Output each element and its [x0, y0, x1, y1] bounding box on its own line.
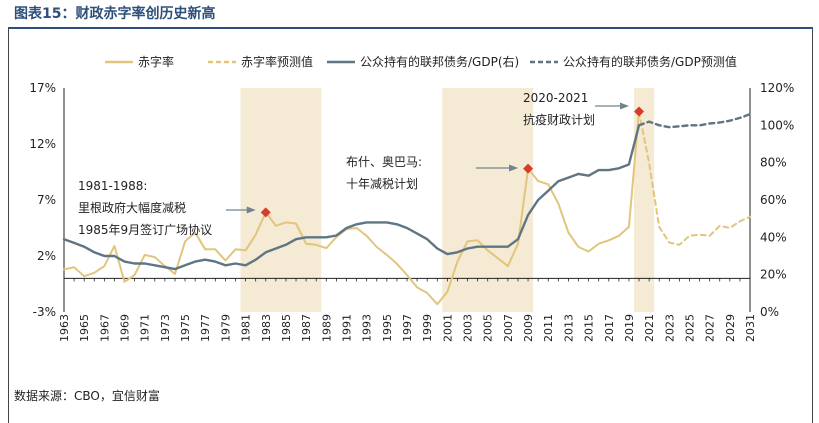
x-tick-label: 2001	[441, 314, 454, 342]
right-tick-label: 20%	[760, 268, 787, 282]
annotations: 1981-1988: 里根政府大幅度减税 1985年9月签订广场协议 布什、奥巴马: 十…	[78, 91, 630, 237]
annotation-bush-line: 十年减税计划	[346, 177, 418, 191]
legend-label-3: 公众持有的联邦债务/GDP预测值	[563, 54, 737, 69]
highlight-marker	[634, 106, 645, 117]
series-line-2	[62, 124, 641, 271]
x-tick-label: 2015	[583, 314, 596, 342]
x-tick-label: 1999	[421, 314, 434, 342]
legend-label-1: 赤字率预测值	[241, 54, 313, 69]
x-tick-label: 2005	[482, 314, 495, 342]
series-line-1	[638, 110, 751, 246]
x-tick-label: 1969	[119, 314, 132, 342]
right-tick-label: 80%	[760, 156, 787, 170]
x-tick-label: 2011	[542, 314, 555, 342]
x-tick-label: 2019	[623, 314, 636, 342]
annotation-bush-line: 布什、奥巴马:	[346, 155, 422, 169]
x-tick-label: 1989	[320, 314, 333, 342]
left-tick-label: 12%	[29, 137, 56, 151]
annotation-covid-line: 2020-2021	[523, 91, 588, 105]
series-line-3	[637, 112, 752, 129]
arrow-head	[620, 102, 630, 110]
annotation-reagan-line: 1981-1988:	[78, 179, 147, 193]
right-tick-label: 100%	[760, 118, 794, 132]
shaded-period-0	[240, 88, 322, 312]
legend: 赤字率 赤字率预测值 公众持有的联邦债务/GDP(右) 公众持有的联邦债务/GDP预测…	[105, 54, 737, 69]
x-tick-label: 1995	[381, 314, 394, 342]
axes: -3% 2% 7% 12% 17% 0% 20% 40% 60% 80% 100% 120% 1963 1…	[29, 81, 794, 342]
highlight-markers	[260, 106, 645, 218]
x-tick-label: 2013	[562, 314, 575, 342]
arrow-covid	[595, 102, 630, 110]
x-tick-label: 1977	[199, 314, 212, 342]
x-tick-label: 1971	[139, 314, 152, 342]
arrow-reagan	[226, 206, 256, 214]
x-tick-label: 1983	[260, 314, 273, 342]
x-tick-label: 2031	[744, 314, 757, 342]
right-tick-label: 120%	[760, 81, 794, 95]
x-tick-label: 1965	[78, 314, 91, 342]
left-tick-label: -3%	[33, 305, 56, 319]
left-tick-label: 2%	[37, 249, 56, 263]
arrow-head	[246, 206, 256, 214]
arrow-head	[509, 164, 519, 172]
chart-title: 图表15：财政赤字率创历史新高	[14, 6, 216, 22]
x-tick-label: 2025	[683, 314, 696, 342]
frame-left-rule	[8, 29, 9, 423]
frame-right-rule	[812, 29, 813, 423]
left-tick-label: 17%	[29, 81, 56, 95]
annotation-reagan-line: 1985年9月签订广场协议	[78, 222, 212, 237]
x-tick-label: 1997	[401, 314, 414, 342]
legend-label-2: 公众持有的联邦债务/GDP(右)	[360, 54, 519, 69]
x-tick-label: 2029	[724, 314, 737, 342]
title-rule	[8, 27, 813, 29]
x-tick-label: 2009	[522, 314, 535, 342]
x-tick-label: 1979	[219, 314, 232, 342]
right-tick-label: 40%	[760, 230, 787, 244]
shaded-period-1	[442, 88, 534, 312]
x-tick-label: 1973	[159, 314, 172, 342]
x-tick-label: 1963	[58, 314, 71, 342]
series-lines	[62, 110, 752, 306]
arrow-bush	[476, 164, 519, 172]
highlight-marker	[523, 163, 534, 174]
x-tick-label: 1993	[361, 314, 374, 342]
x-tick-label: 2017	[603, 314, 616, 342]
x-tick-label: 2027	[704, 314, 717, 342]
x-tick-label: 2023	[663, 314, 676, 342]
legend-label-0: 赤字率	[138, 54, 174, 69]
shaded-periods	[240, 88, 655, 312]
series-line-0	[63, 110, 640, 306]
x-tick-label: 2007	[502, 314, 515, 342]
shaded-period-2	[633, 88, 655, 312]
x-tick-label: 1975	[179, 314, 192, 342]
annotation-covid-line: 抗疫财政计划	[523, 112, 595, 127]
x-tick-label: 1981	[240, 314, 253, 342]
x-tick-label: 2003	[462, 314, 475, 342]
x-tick-label: 1967	[98, 314, 111, 342]
x-tick-label: 2021	[643, 314, 656, 342]
left-tick-label: 7%	[37, 193, 56, 207]
x-tick-label: 1987	[300, 314, 313, 342]
x-tick-label: 1991	[340, 314, 353, 342]
data-source: 数据来源：CBO，宜信财富	[14, 389, 160, 403]
deficit-debt-chart: -3% 2% 7% 12% 17% 0% 20% 40% 60% 80% 100% 120% 1963 1…	[29, 54, 794, 342]
x-tick-label: 1985	[280, 314, 293, 342]
highlight-marker	[260, 207, 271, 218]
annotation-reagan-line: 里根政府大幅度减税	[78, 200, 186, 215]
right-tick-label: 60%	[760, 193, 787, 207]
right-tick-label: 0%	[760, 305, 779, 319]
